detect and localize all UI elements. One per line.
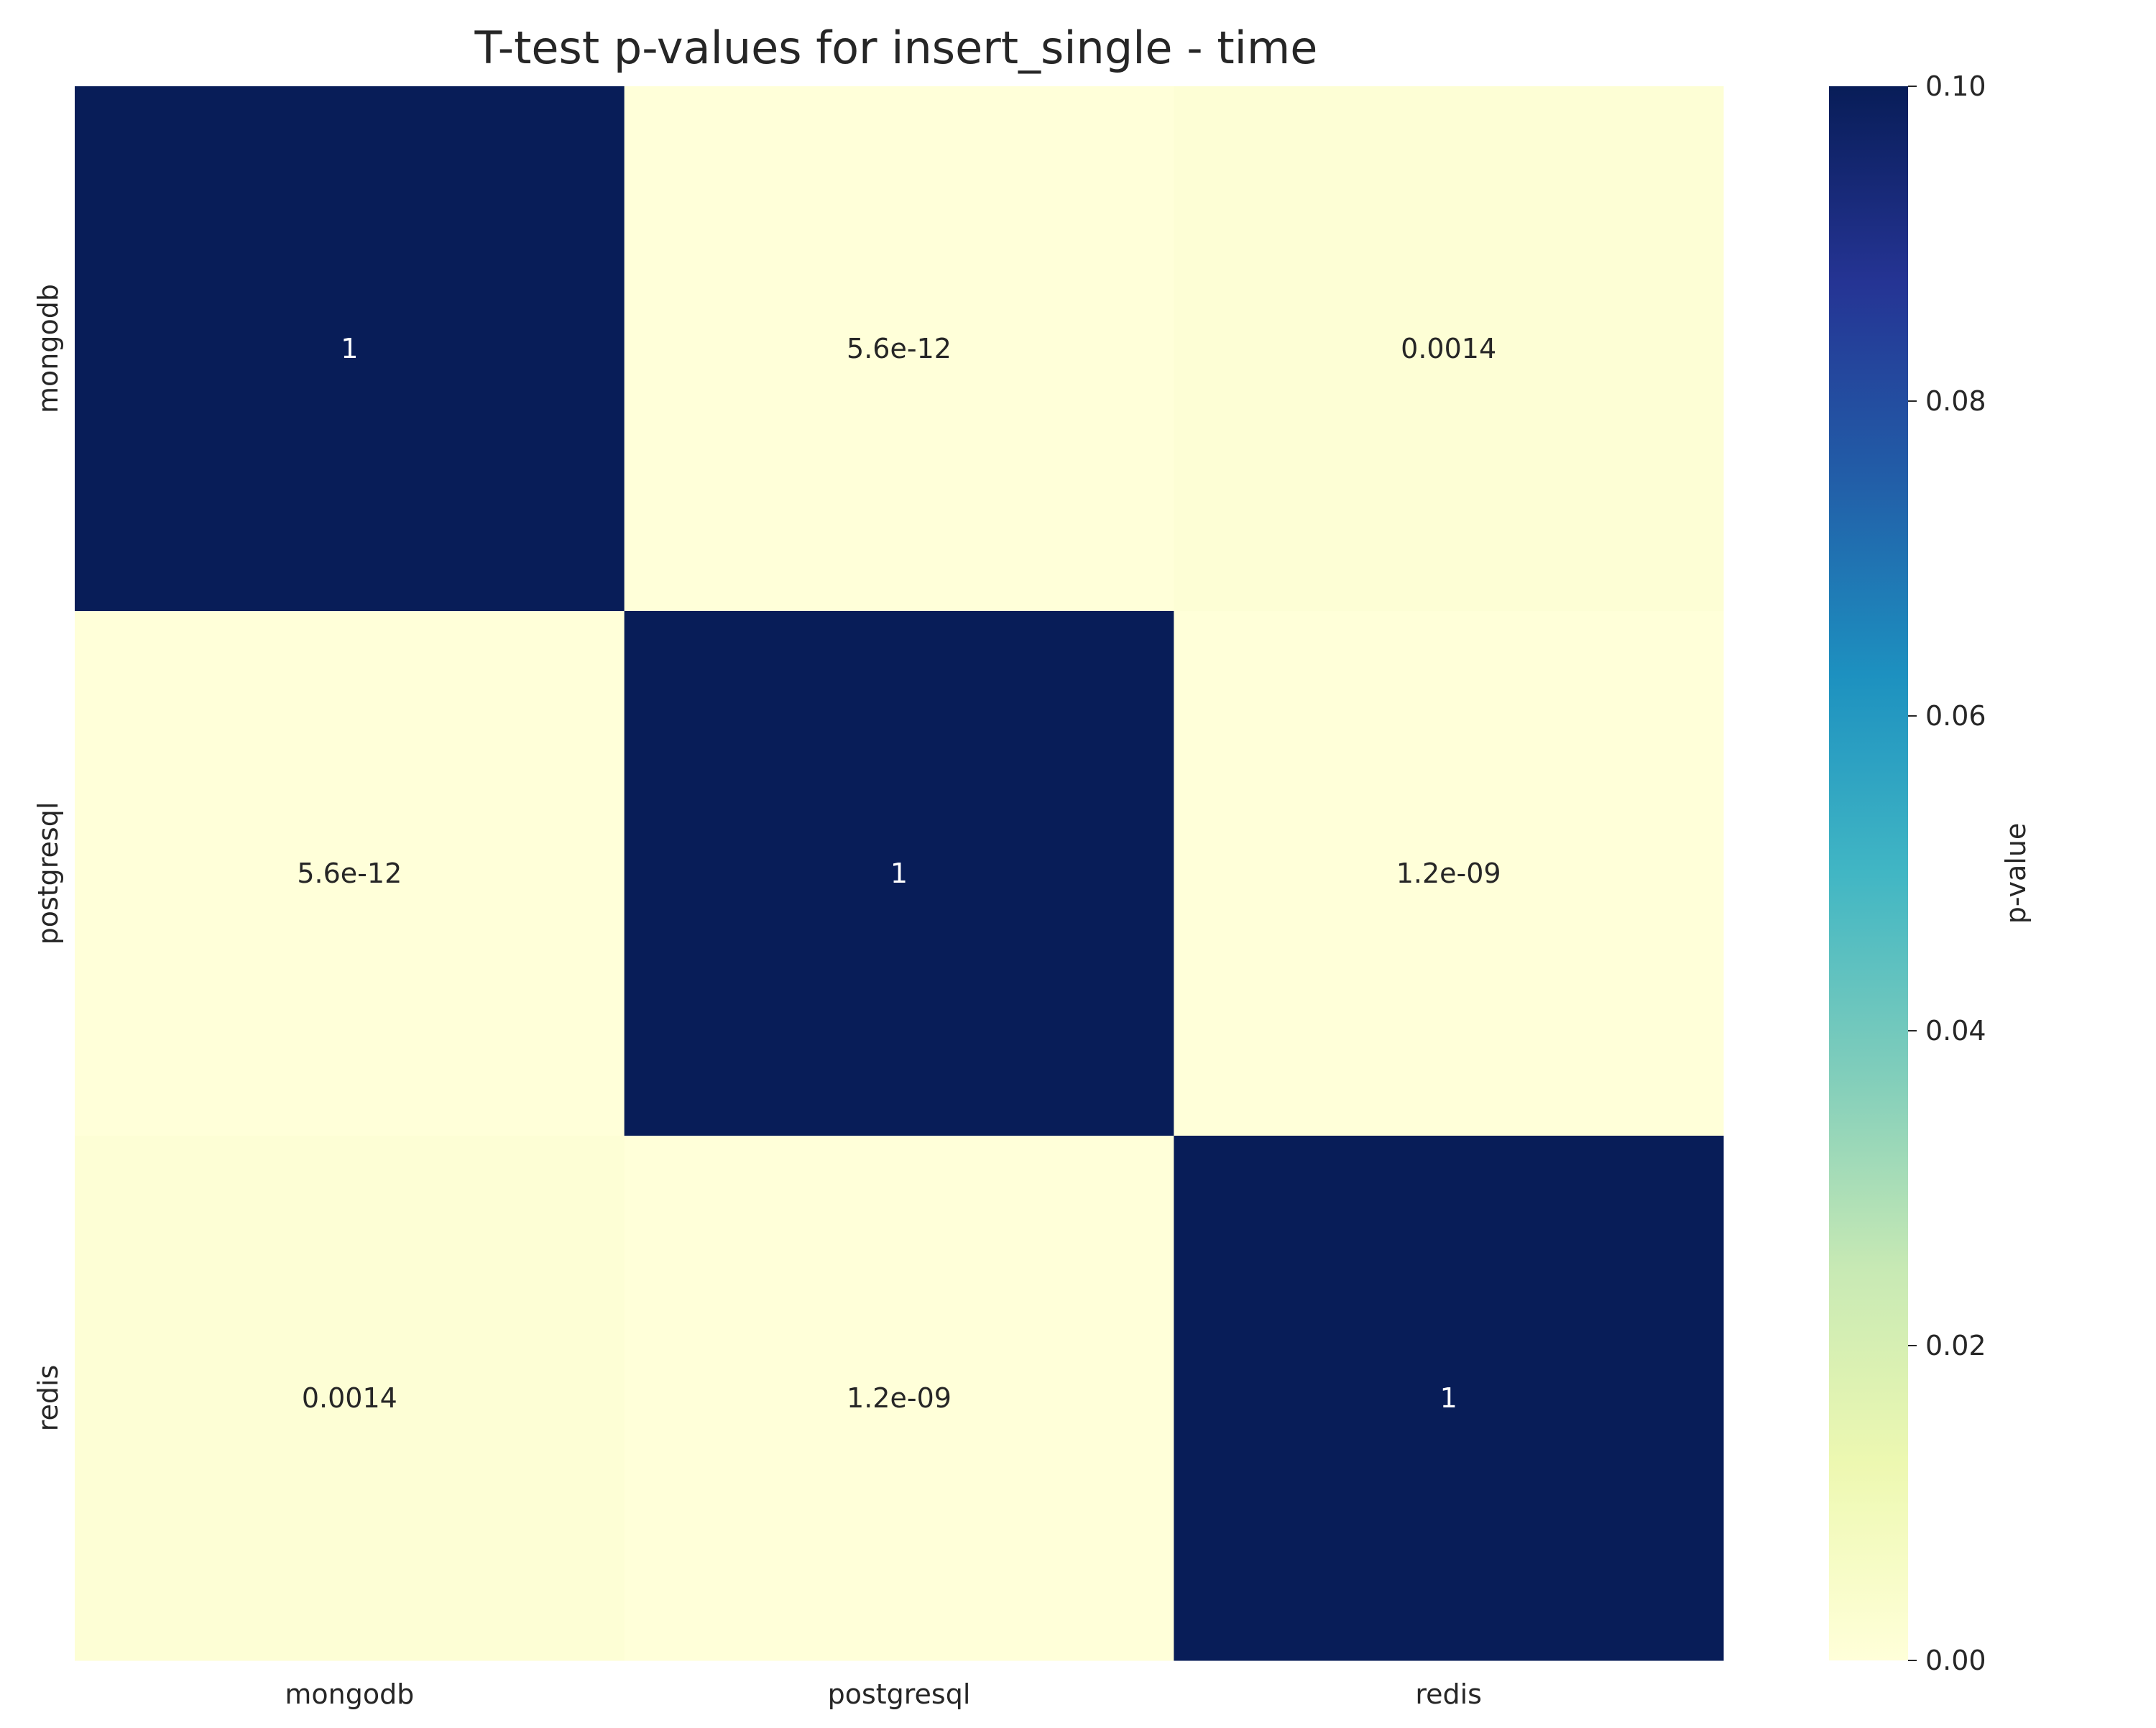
cell-value-label: 1 (890, 858, 908, 889)
y-axis-tick-labels: mongodb postgresql redis (32, 284, 64, 1431)
y-tick-label-mongodb: mongodb (32, 284, 64, 413)
y-tick-label-redis: redis (32, 1365, 64, 1432)
colorbar (1829, 86, 1908, 1660)
x-axis-tick-labels: mongodb postgresql redis (285, 1678, 1482, 1710)
x-tick-label-redis: redis (1415, 1678, 1482, 1710)
heatmap-cell-redis-postgresql (624, 1136, 1174, 1661)
cell-value-label: 0.0014 (302, 1382, 397, 1414)
colorbar-label: p-value (2000, 823, 2032, 924)
heatmap-cells: 1 5.6e-12 0.0014 5.6e-12 1 1.2e-09 0.0014 1.2e-… (75, 86, 1724, 1661)
heatmap-cell-postgresql-redis (1174, 611, 1724, 1136)
colorbar-tick-labels: 0.00 0.02 0.04 0.06 0.08 0.10 (1908, 70, 1986, 1676)
heatmap-cell-redis-redis (1174, 1136, 1724, 1661)
cell-value-label: 1 (1440, 1382, 1457, 1414)
heatmap-cell-mongodb-mongodb (75, 86, 625, 612)
heatmap-cell-mongodb-postgresql (624, 86, 1174, 612)
colorbar-tick-label: 0.00 (1925, 1645, 1986, 1676)
heatmap-cell-redis-mongodb (75, 1136, 625, 1661)
cell-value-label: 5.6e-12 (297, 858, 402, 889)
chart-title: T-test p-values for insert_single - time (474, 22, 1318, 74)
colorbar-tick-label: 0.08 (1925, 385, 1986, 417)
cell-value-label: 1.2e-09 (847, 1382, 952, 1414)
heatmap-cell-postgresql-postgresql (624, 611, 1174, 1136)
cell-value-label: 1 (341, 333, 358, 364)
heatmap-cell-postgresql-mongodb (75, 611, 625, 1136)
cell-value-label: 1.2e-09 (1396, 858, 1501, 889)
cell-value-label: 5.6e-12 (847, 333, 952, 364)
y-tick-label-postgresql: postgresql (32, 802, 64, 945)
x-tick-label-postgresql: postgresql (828, 1678, 971, 1710)
colorbar-tick-label: 0.10 (1925, 70, 1986, 102)
colorbar-tick-label: 0.04 (1925, 1015, 1986, 1047)
colorbar-tick-label: 0.06 (1925, 700, 1986, 732)
colorbar-tick-label: 0.02 (1925, 1330, 1986, 1361)
cell-value-label: 0.0014 (1401, 333, 1496, 364)
x-tick-label-mongodb: mongodb (285, 1678, 414, 1710)
heatmap-cell-mongodb-redis (1174, 86, 1724, 612)
